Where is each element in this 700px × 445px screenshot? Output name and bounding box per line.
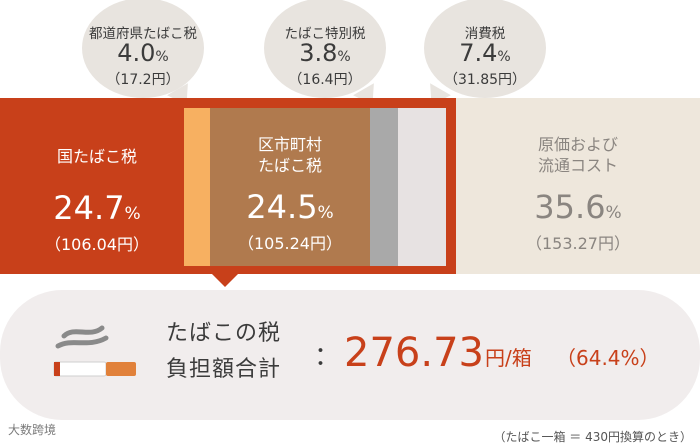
bubble-label: 都道府県たばこ税 [89, 26, 197, 42]
total-unit: 円/箱 [485, 346, 532, 370]
bubble-yen: （16.4円） [288, 72, 362, 88]
cost-yen: （153.27円） [526, 234, 630, 253]
total-colon: ： [314, 342, 341, 372]
segment-national-tax [10, 108, 184, 266]
municipal-tax-label-1: 区市町村 [257, 135, 322, 154]
bubble-yen: （17.2円） [106, 72, 180, 88]
national-tax-text: 国たばこ税 24.7% （106.04円） [10, 146, 184, 255]
segment-consumption-tax [398, 108, 446, 266]
footnote: （たばこ一箱 ＝ 430円換算のとき） [493, 430, 692, 444]
total-amount: 276.73 [344, 330, 484, 376]
bubble-prefecture-tax: 都道府県たばこ税 4.0% （17.2円） [82, 0, 204, 98]
municipal-tax-text: 区市町村 たばこ税 24.5% （105.24円） [210, 134, 370, 254]
cost-label-2: 流通コスト [537, 156, 618, 175]
bubble-label: たばこ特別税 [284, 26, 366, 42]
national-tax-yen: （106.04円） [45, 235, 149, 254]
municipal-tax-percent: 24.5% [246, 188, 334, 226]
segment-special-tax [370, 108, 398, 266]
cost-percent: 35.6% [534, 188, 622, 226]
segment-prefecture-tax [184, 108, 210, 266]
national-tax-percent: 24.7% [53, 189, 141, 227]
bubble-percent: 3.8% [299, 39, 351, 67]
cost-text: 原価および 流通コスト 35.6% （153.27円） [456, 134, 700, 254]
bubble-yen: （31.85円） [443, 72, 527, 88]
segment-cost [456, 98, 700, 274]
pointer-arrow [212, 274, 238, 287]
total-panel: たばこの税 負担額合計 ： 276.73 円/箱 （64.4%） [0, 290, 700, 420]
bubble-percent: 4.0% [117, 39, 169, 67]
segment-municipal-tax [210, 108, 370, 266]
bubble-label: 消費税 [464, 26, 506, 42]
municipal-tax-yen: （105.24円） [238, 234, 342, 253]
national-tax-label: 国たばこ税 [56, 147, 137, 166]
watermark: 大数跨境 [8, 423, 57, 437]
bubble-percent: 7.4% [459, 39, 511, 67]
municipal-tax-label-2: たばこ税 [257, 156, 322, 175]
total-label-line2: 負担額合計 [166, 357, 282, 382]
total-label: たばこの税 負担額合計 [166, 316, 281, 388]
total-label-line1: たばこの税 [166, 321, 282, 346]
cigarette-icon [53, 325, 136, 377]
total-ratio: （64.4%） [556, 346, 660, 370]
cost-label-1: 原価および [537, 135, 618, 154]
bubble-special-tax: たばこ特別税 3.8% （16.4円） [264, 0, 386, 98]
bubble-consumption-tax: 消費税 7.4% （31.85円） [424, 0, 546, 98]
